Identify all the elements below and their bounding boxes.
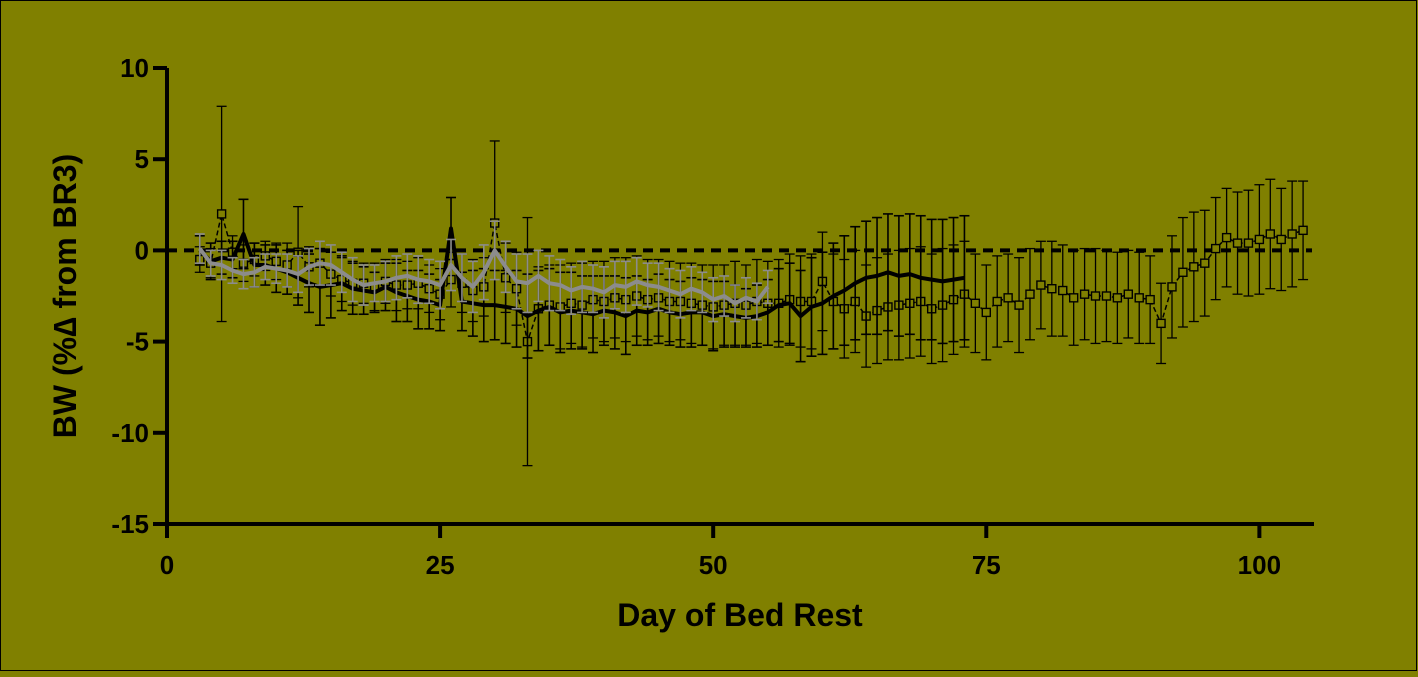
series-3-point (1068, 293, 1079, 303)
x-axis-title: Day of Bed Rest (617, 597, 863, 633)
series-3-point (1232, 238, 1243, 248)
y-tick-label-3: -5 (126, 327, 149, 357)
y-tick-label-4: -10 (111, 418, 149, 448)
series-3-point (1025, 289, 1035, 299)
series-3-point (992, 296, 1002, 307)
series-3-point (1243, 238, 1254, 248)
series-3-point (1276, 234, 1286, 245)
series-3-point (1014, 300, 1024, 310)
x-tick-label-4: 100 (1238, 550, 1281, 580)
series-3-point (1003, 293, 1013, 303)
series-3-point (1156, 318, 1166, 329)
series-3-line (199, 213, 1304, 343)
y-tick-label-5: -15 (111, 509, 149, 539)
y-axis-title: BW (%∆ from BR3) (47, 154, 83, 438)
series-3-point (1298, 225, 1308, 236)
series-3-point (1090, 291, 1101, 301)
series-3-point (1221, 232, 1232, 243)
y-tick-label-1: 5 (135, 144, 149, 174)
x-tick-label-2: 50 (699, 550, 728, 580)
series-3-point (216, 209, 227, 219)
x-tick-label-3: 75 (972, 550, 1001, 580)
series-3-point (1178, 267, 1188, 277)
series-3-point (1047, 284, 1057, 294)
series-3-point (1287, 229, 1297, 239)
series-3-point (1167, 282, 1177, 292)
series-3-point (1265, 229, 1276, 239)
x-tick-label-0: 0 (160, 550, 174, 580)
series-3-point (1036, 280, 1046, 290)
series-3-point (1145, 294, 1155, 305)
series-3-point (1200, 258, 1210, 268)
axes-layer (165, 68, 1314, 526)
series-3-point (1123, 289, 1133, 299)
series-3-point (1101, 291, 1112, 301)
x-tick-label-1: 25 (426, 550, 455, 580)
series-layer (194, 105, 1309, 467)
series-3-point (1134, 293, 1144, 303)
series-3-point (1079, 289, 1090, 299)
series-3-point (1254, 234, 1265, 245)
series-3-point (981, 307, 991, 318)
series-2-line (198, 247, 770, 306)
series-3-point (1210, 243, 1221, 254)
series-3-point (1058, 285, 1068, 296)
series-3-point (1189, 262, 1199, 272)
series-2 (194, 220, 773, 323)
series-3-point (970, 298, 981, 308)
y-tick-label-0: 10 (120, 53, 149, 83)
y-tick-label-2: 0 (135, 235, 149, 265)
series-3-point (1112, 293, 1123, 303)
